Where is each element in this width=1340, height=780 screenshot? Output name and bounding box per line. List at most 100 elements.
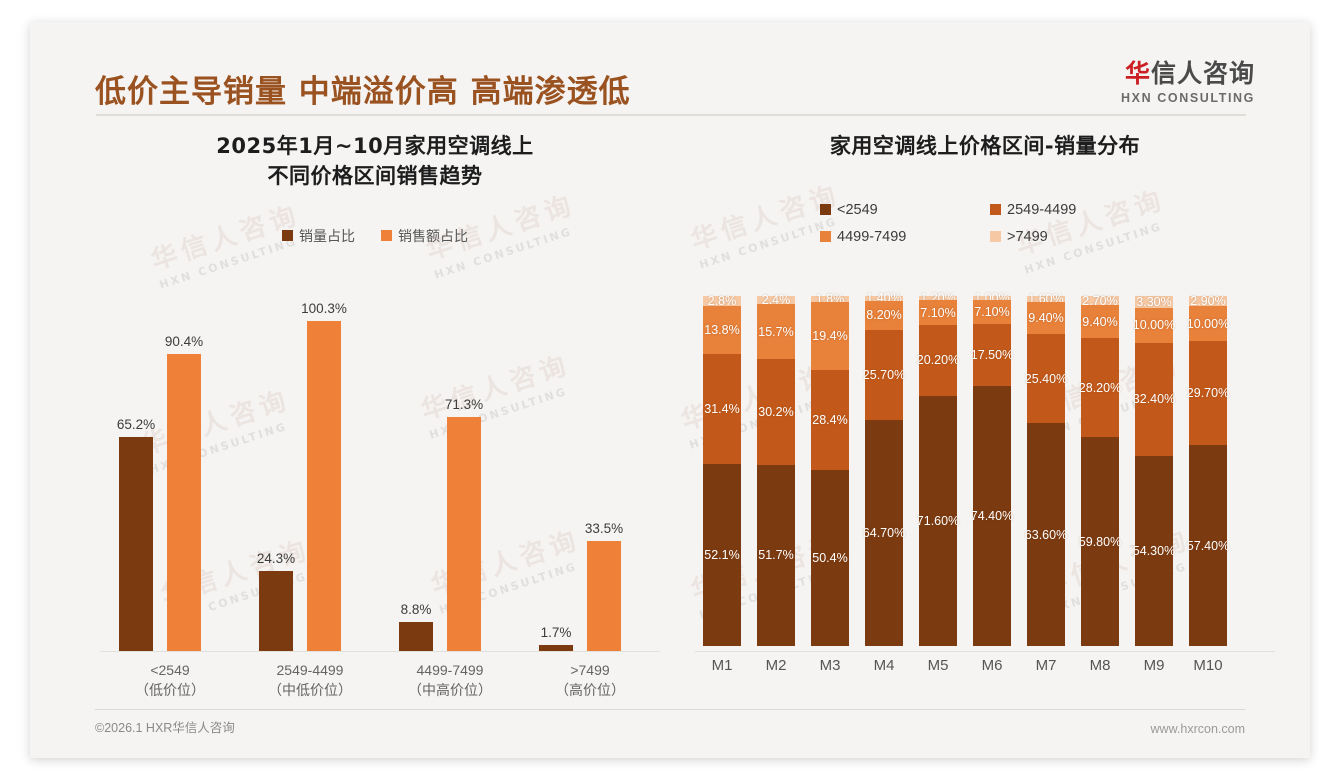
company-logo: 华信人咨询 HXN CONSULTING xyxy=(1121,60,1255,105)
stack-segment: 28.4% xyxy=(811,370,849,470)
right-stacked-bar-chart: 2.8% 13.8% 31.4% 52.1% 2.4% 15.7% 30.2% 51.7% 1.… xyxy=(695,291,1275,652)
left-chart-title-line2: 不同价格区间销售趋势 xyxy=(267,163,483,188)
x-axis-label: M10 xyxy=(1193,657,1223,674)
left-chart-axis-line xyxy=(100,651,660,652)
stack-segment: 2.70% xyxy=(1081,293,1119,308)
x-axis-label: 4499-7499 （中高价位） xyxy=(408,662,492,699)
stacked-bar: 1.00% 7.10% 17.50% 74.40% xyxy=(970,291,1014,651)
segment-value-label: 2.70% xyxy=(1082,293,1118,308)
legend-label: <2549 xyxy=(837,201,878,218)
bar-value-label: 65.2% xyxy=(116,416,156,432)
segment-value-label: 30.2% xyxy=(758,405,794,420)
segment-value-label: 31.4% xyxy=(704,402,740,417)
legend-label: 销售额占比 xyxy=(398,227,468,244)
bar-group: 8.8% 71.3% xyxy=(380,306,500,651)
segment-value-label: 50.4% xyxy=(812,550,848,565)
legend-item-over-7499[interactable]: >7499 xyxy=(990,229,1150,245)
segment-value-label: 7.10% xyxy=(974,304,1010,319)
segment-value-label: 25.70% xyxy=(862,367,906,382)
stacked-bar: 2.70% 9.40% 28.20% 59.80% xyxy=(1078,293,1122,651)
page-title: 低价主导销量 中端溢价高 高端渗透低 xyxy=(95,74,631,110)
bar-value-label: 8.8% xyxy=(400,602,432,618)
stack-segment: 25.40% xyxy=(1025,334,1067,424)
stack-segment: 9.40% xyxy=(1081,305,1119,339)
stacked-bar: 1.40% 8.20% 25.70% 64.70% xyxy=(862,291,906,651)
legend-item-2549-4499[interactable]: 2549-4499 xyxy=(990,202,1150,218)
stack-segment: 52.1% xyxy=(703,463,741,647)
left-chart-title: 2025年1月~10月家用空调线上 不同价格区间销售趋势 xyxy=(70,132,680,192)
legend-item-under-2549[interactable]: <2549 xyxy=(820,202,990,218)
x-axis-label: 2549-4499 （中低价位） xyxy=(268,662,352,699)
logo-rest-characters: 信人咨询 xyxy=(1150,59,1255,88)
segment-value-label: 29.70% xyxy=(1186,386,1230,401)
segment-value-label: 2.90% xyxy=(1190,294,1226,309)
legend-item-4499-7499[interactable]: 4499-7499 xyxy=(820,229,990,245)
segment-value-label: 3.30% xyxy=(1136,294,1172,309)
segment-value-label: 57.40% xyxy=(1186,538,1230,553)
stack-segment: 25.70% xyxy=(862,329,906,420)
x-axis-label: M6 xyxy=(981,657,1003,674)
left-chart-title-line1: 2025年1月~10月家用空调线上 xyxy=(216,134,534,158)
stack-segment: 8.20% xyxy=(865,300,903,330)
stack-segment: 2.8% xyxy=(703,293,741,308)
stack-segment: 2.4% xyxy=(757,293,795,307)
segment-value-label: 2.8% xyxy=(707,293,737,308)
stacked-bar: 2.90% 10.00% 29.70% 57.40% xyxy=(1186,294,1230,651)
segment-value-label: 52.1% xyxy=(704,548,740,563)
stack-segment: 74.40% xyxy=(970,385,1014,646)
segment-value-label: 9.40% xyxy=(1028,311,1064,326)
segment-value-label: 51.7% xyxy=(758,548,794,563)
slide-header: 低价主导销量 中端溢价高 高端渗透低 华信人咨询 HXN CONSULTING xyxy=(30,22,1310,120)
x-axis-label: M9 xyxy=(1143,657,1165,674)
bar-revenue: 33.5% xyxy=(585,521,623,651)
left-chart-panel: 2025年1月~10月家用空调线上 不同价格区间销售趋势 销量占比 销售额占比 … xyxy=(70,132,680,702)
stack-segment: 19.4% xyxy=(811,302,849,371)
stack-segment: 63.60% xyxy=(1024,423,1068,646)
stack-segment: 51.7% xyxy=(757,465,795,646)
stack-segment: 2.90% xyxy=(1189,294,1227,309)
bar-value-label: 24.3% xyxy=(256,551,296,567)
segment-value-label: 71.60% xyxy=(916,514,960,529)
stack-segment: 10.00% xyxy=(1133,307,1175,343)
footer-divider xyxy=(95,709,1245,710)
segment-value-label: 32.40% xyxy=(1132,392,1176,407)
x-axis-label: M1 xyxy=(711,657,733,674)
legend-item-sales-revenue[interactable]: 销售额占比 xyxy=(381,226,468,246)
segment-value-label: 15.7% xyxy=(758,324,794,339)
legend-label: 销量占比 xyxy=(299,227,355,244)
bar-volume: 65.2% xyxy=(117,417,155,651)
right-chart-axis-line xyxy=(695,651,1275,652)
segment-value-label: 10.00% xyxy=(1186,316,1230,331)
stack-segment: 7.10% xyxy=(973,299,1011,325)
bar-revenue: 90.4% xyxy=(165,334,203,651)
stack-segment: 64.70% xyxy=(863,419,905,646)
footer-website: www.hxrcon.com xyxy=(1150,722,1245,736)
legend-swatch-icon xyxy=(990,231,1001,243)
bar-group: 65.2% 90.4% xyxy=(100,306,220,651)
stacked-bar: 3.30% 10.00% 32.40% 54.30% xyxy=(1132,294,1176,651)
stack-segment: 31.4% xyxy=(703,354,741,464)
bar-value-label: 90.4% xyxy=(164,333,204,349)
left-chart-x-axis-labels: <2549 （低价位） 2549-4499 （中低价位） 4499-7499 （中高价位）… xyxy=(100,660,660,720)
x-axis-label: >7499 （高价位） xyxy=(555,662,625,699)
stack-segment: 30.2% xyxy=(757,359,795,466)
x-axis-label: M2 xyxy=(765,657,787,674)
bar-value-label: 1.7% xyxy=(540,625,572,641)
bar-group: 1.7% 33.5% xyxy=(520,306,640,651)
bar-value-label: 33.5% xyxy=(584,520,624,536)
segment-value-label: 13.8% xyxy=(704,322,740,337)
x-axis-label: M4 xyxy=(873,657,895,674)
footer-copyright: ©2026.1 HXR华信人咨询 xyxy=(95,721,235,735)
x-axis-label: M7 xyxy=(1035,657,1057,674)
segment-value-label: 63.60% xyxy=(1024,527,1068,542)
segment-value-label: 7.10% xyxy=(920,305,956,320)
segment-value-label: 59.80% xyxy=(1078,534,1122,549)
x-axis-label: M3 xyxy=(819,657,841,674)
legend-swatch-icon xyxy=(820,204,831,216)
slide-canvas: 低价主导销量 中端溢价高 高端渗透低 华信人咨询 HXN CONSULTING … xyxy=(30,22,1310,758)
segment-value-label: 74.40% xyxy=(970,508,1014,523)
stack-segment: 57.40% xyxy=(1186,445,1230,646)
title-divider xyxy=(96,114,1246,116)
legend-item-sales-volume[interactable]: 销量占比 xyxy=(282,226,355,246)
stack-segment: 71.60% xyxy=(916,395,960,647)
